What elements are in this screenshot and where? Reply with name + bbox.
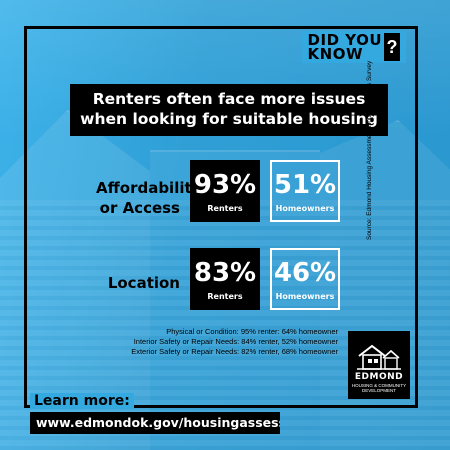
- headline-line1: Renters often face more issues: [92, 90, 366, 108]
- stat-percent: 51%: [273, 169, 337, 200]
- footnotes: Physical or Condition: 95% renter: 64% h…: [70, 327, 338, 357]
- stat-box-renters: 93% Renters: [190, 160, 260, 222]
- logo-subtitle: HOUSING & COMMUNITY DEVELOPMENT: [352, 383, 406, 393]
- stat-box-homeowners: 46% Homeowners: [270, 248, 340, 310]
- stat-label: Homeowners: [275, 291, 335, 301]
- stat-box-renters: 83% Renters: [190, 248, 260, 310]
- headline: Renters often face more issues when look…: [70, 84, 388, 136]
- row-label-line: Location: [107, 274, 180, 292]
- stat-box-homeowners: 51% Homeowners: [270, 160, 340, 222]
- stat-label: Renters: [207, 203, 243, 213]
- stat-percent: 83%: [193, 257, 257, 288]
- stat-label: Renters: [207, 291, 243, 301]
- footnote: Interior Safety or Repair Needs: 84% ren…: [133, 337, 338, 346]
- housing-assessment-link[interactable]: www.edmondok.gov/housingassessment: [30, 412, 280, 434]
- row-label-affordability: Affordability or Access: [96, 178, 202, 218]
- stat-percent: 46%: [273, 257, 337, 288]
- stat-percent: 93%: [193, 169, 257, 200]
- did-you-know-badge: DID YOU KNOW ?: [301, 31, 406, 63]
- house-logo-icon: [357, 344, 401, 370]
- footnote: Physical or Condition: 95% renter: 64% h…: [166, 327, 338, 336]
- content-frame: [24, 26, 418, 408]
- logo-subtitle-line: HOUSING & COMMUNITY: [351, 383, 407, 388]
- logo-subtitle-line: DEVELOPMENT: [361, 388, 396, 393]
- row-label-line: Affordability: [96, 179, 202, 197]
- headline-line2: when looking for suitable housing: [80, 110, 378, 128]
- row-label-line: or Access: [99, 199, 180, 217]
- logo-name: EDMOND: [354, 372, 404, 382]
- source-note: Source: Edmond Housing Assessment Housin…: [366, 60, 373, 240]
- badge-line1: DID YOU: [307, 31, 382, 49]
- learn-more-label: Learn more:: [30, 393, 134, 409]
- edmond-logo: EDMOND HOUSING & COMMUNITY DEVELOPMENT: [348, 331, 410, 399]
- badge-line2: KNOW: [307, 45, 364, 63]
- row-label-location: Location: [96, 273, 180, 293]
- footnote: Exterior Safety or Repair Needs: 82% ren…: [131, 347, 338, 356]
- question-mark-icon: ?: [384, 33, 400, 61]
- stat-label: Homeowners: [275, 203, 335, 213]
